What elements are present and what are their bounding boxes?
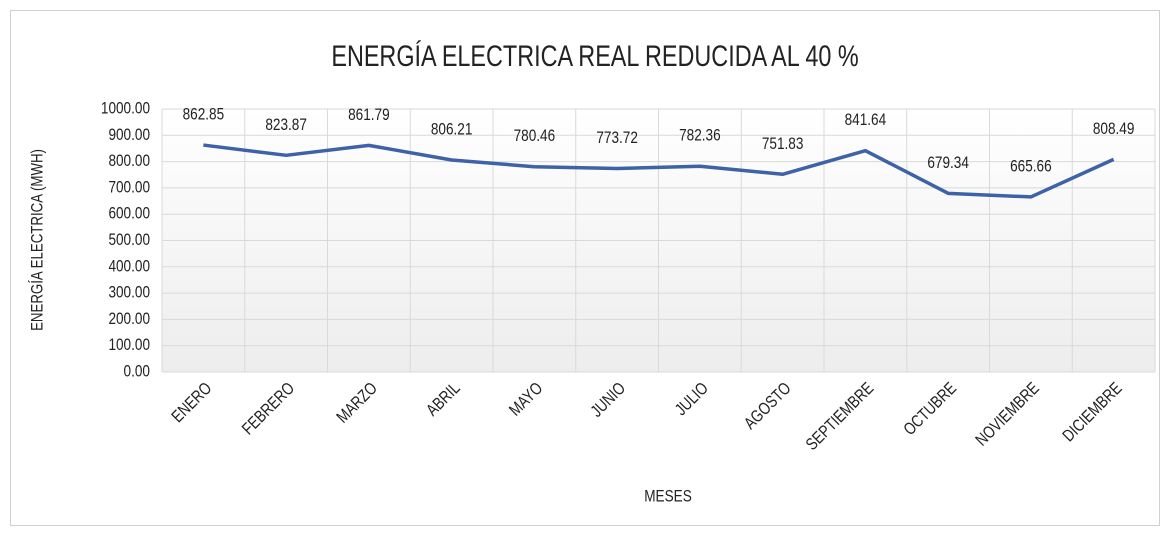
y-tick-label: 300.00 xyxy=(108,283,150,302)
data-label: 782.36 xyxy=(679,126,721,145)
y-tick-label: 400.00 xyxy=(108,257,150,276)
data-label: 751.83 xyxy=(762,134,804,153)
y-tick-label: 700.00 xyxy=(108,178,150,197)
x-axis-title: MESES xyxy=(644,487,692,506)
y-axis-title: ENERGÍA ELECTRICA (MWH) xyxy=(28,149,47,331)
data-label: 861.79 xyxy=(348,105,390,124)
data-label: 862.85 xyxy=(183,105,225,124)
data-label: 806.21 xyxy=(431,120,473,139)
y-tick-label: 200.00 xyxy=(108,310,150,329)
line xyxy=(203,143,1115,199)
y-tick-label: 600.00 xyxy=(108,204,150,223)
y-tick-label: 500.00 xyxy=(108,231,150,250)
y-tick-label: 1000.00 xyxy=(101,99,150,118)
chart-title: ENERGÍA ELECTRICA REAL REDUCIDA AL 40 % xyxy=(331,39,858,72)
data-label: 841.64 xyxy=(845,111,887,130)
y-tick-label: 100.00 xyxy=(108,336,150,355)
data-label: 823.87 xyxy=(265,115,307,134)
y-tick-label: 800.00 xyxy=(108,152,150,171)
y-tick-label: 900.00 xyxy=(108,125,150,144)
data-label: 665.66 xyxy=(1010,157,1052,176)
data-label: 773.72 xyxy=(596,129,638,148)
data-label: 808.49 xyxy=(1093,119,1135,138)
data-label: 679.34 xyxy=(927,153,969,172)
y-tick-label: 0.00 xyxy=(124,362,150,381)
data-label: 780.46 xyxy=(514,127,556,146)
